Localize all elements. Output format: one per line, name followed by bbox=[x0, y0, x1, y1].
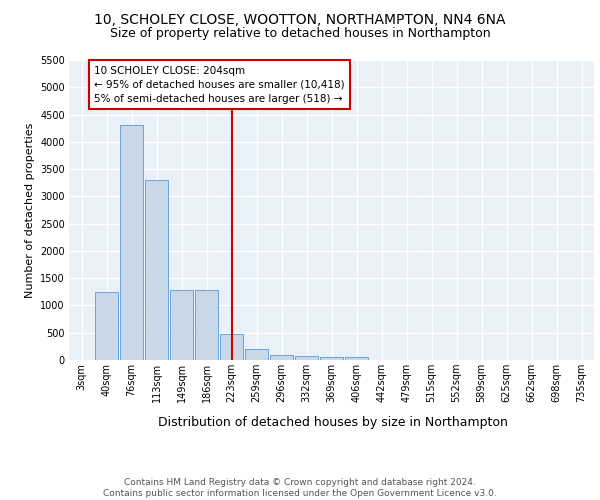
Bar bbox=[270, 354, 293, 360]
Bar bbox=[320, 356, 343, 360]
Bar bbox=[95, 292, 118, 360]
Bar bbox=[245, 349, 268, 360]
Text: 10 SCHOLEY CLOSE: 204sqm
← 95% of detached houses are smaller (10,418)
5% of sem: 10 SCHOLEY CLOSE: 204sqm ← 95% of detach… bbox=[94, 66, 344, 104]
Bar bbox=[345, 356, 368, 360]
Bar bbox=[120, 126, 143, 360]
Bar bbox=[220, 334, 243, 360]
Y-axis label: Number of detached properties: Number of detached properties bbox=[25, 122, 35, 298]
Bar bbox=[145, 180, 168, 360]
Bar bbox=[295, 356, 318, 360]
Bar bbox=[170, 290, 193, 360]
Text: 10, SCHOLEY CLOSE, WOOTTON, NORTHAMPTON, NN4 6NA: 10, SCHOLEY CLOSE, WOOTTON, NORTHAMPTON,… bbox=[94, 12, 506, 26]
Text: Size of property relative to detached houses in Northampton: Size of property relative to detached ho… bbox=[110, 28, 490, 40]
Text: Contains HM Land Registry data © Crown copyright and database right 2024.
Contai: Contains HM Land Registry data © Crown c… bbox=[103, 478, 497, 498]
Text: Distribution of detached houses by size in Northampton: Distribution of detached houses by size … bbox=[158, 416, 508, 429]
Bar bbox=[195, 290, 218, 360]
